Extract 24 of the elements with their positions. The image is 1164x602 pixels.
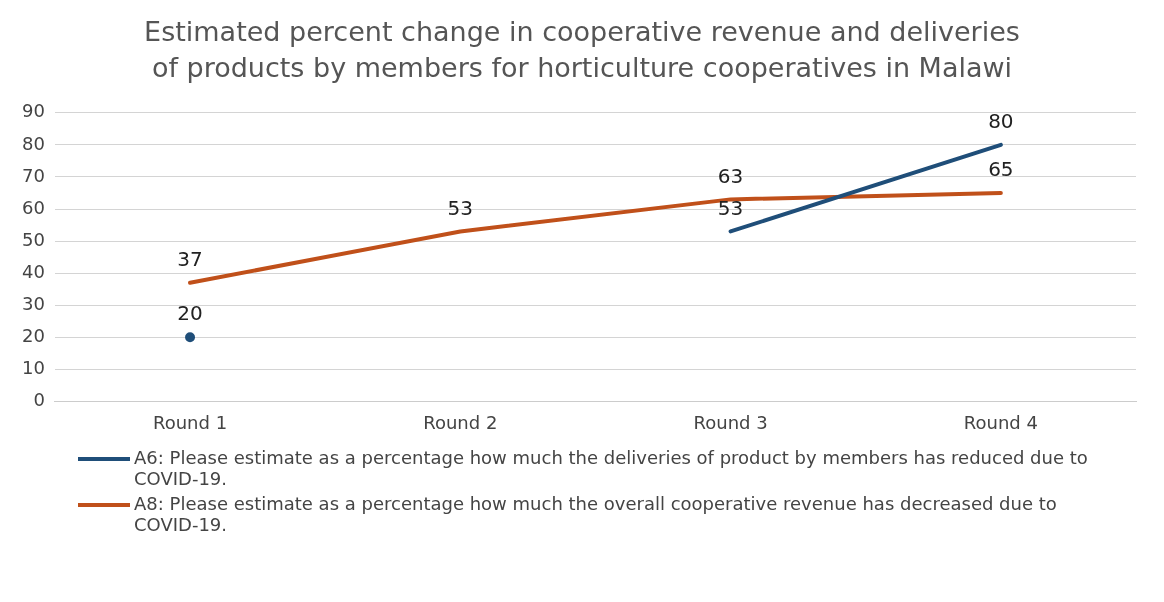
y-tick-label: 80 bbox=[22, 132, 45, 154]
y-tick-label: 0 bbox=[33, 389, 45, 411]
y-tick-label: 70 bbox=[22, 164, 45, 186]
y-tick-label: 40 bbox=[22, 260, 45, 282]
data-label: 20 bbox=[177, 301, 203, 326]
chart-title: Estimated percent change in cooperative revenue and deliveries of products by members for horticulture cooperatives in Malawi bbox=[143, 15, 1021, 85]
y-tick-label: 30 bbox=[22, 292, 45, 314]
y-tick-label: 20 bbox=[22, 324, 45, 346]
x-tick-label: Round 3 bbox=[693, 411, 768, 433]
data-label: 53 bbox=[717, 195, 744, 220]
y-tick-label: 50 bbox=[22, 228, 45, 250]
x-tick-label: Round 1 bbox=[152, 411, 228, 433]
data-label: 53 bbox=[447, 195, 474, 220]
legend-label: A6: Please estimate as a percentage how much the deliveries of product by members has reduced due to COVID-19. bbox=[134, 447, 1089, 489]
data-label: 65 bbox=[988, 157, 1014, 182]
x-tick-label: Round 2 bbox=[423, 411, 498, 433]
data-label: 37 bbox=[177, 246, 203, 271]
data-label: 80 bbox=[988, 109, 1014, 134]
x-tick-label: Round 4 bbox=[963, 411, 1038, 433]
data-label: 63 bbox=[717, 163, 744, 188]
y-tick-label: 10 bbox=[22, 357, 45, 379]
y-tick-label: 90 bbox=[22, 100, 45, 122]
legend-label: A8: Please estimate as a percentage how much the overall cooperative revenue has decreased due to COVID-19. bbox=[134, 493, 1058, 535]
y-tick-label: 60 bbox=[22, 196, 45, 218]
